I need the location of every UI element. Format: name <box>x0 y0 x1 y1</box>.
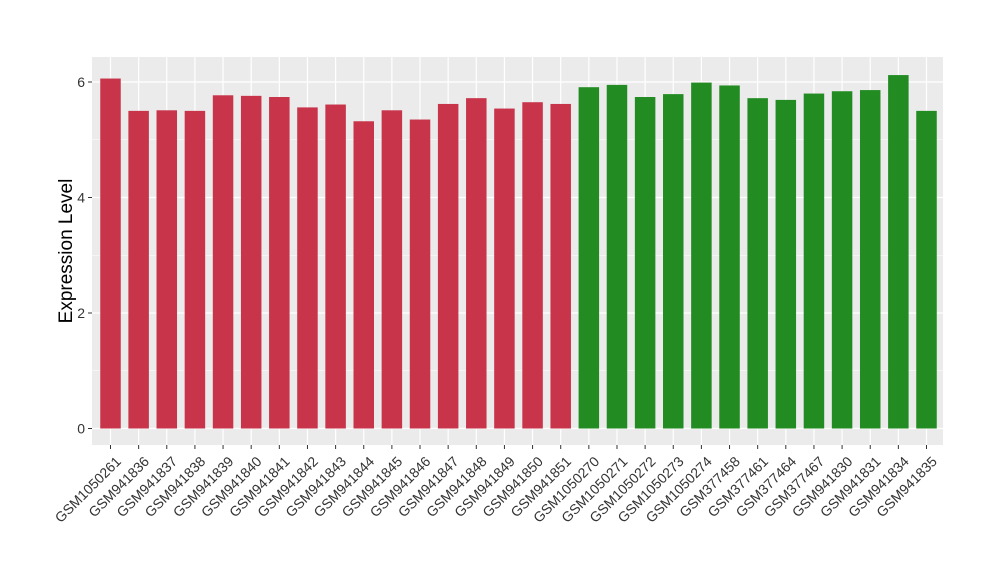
bar-GSM941847 <box>437 103 459 429</box>
bar-GSM1050274 <box>691 82 712 429</box>
bar-GSM377464 <box>775 99 797 429</box>
bar-GSM941848 <box>466 98 487 429</box>
y-tick-label: 6 <box>77 74 85 90</box>
bar-GSM377458 <box>719 85 740 429</box>
bar-GSM941837 <box>156 110 178 429</box>
bar-GSM941834 <box>888 75 909 429</box>
bar-GSM941843 <box>325 104 346 429</box>
bar-GSM941846 <box>409 119 431 429</box>
bar-GSM941830 <box>831 91 853 429</box>
bar-GSM377467 <box>803 93 825 429</box>
y-tick-label: 0 <box>77 421 85 437</box>
bar-GSM1050271 <box>606 84 628 429</box>
bar-GSM941838 <box>184 110 206 429</box>
bar-GSM1050272 <box>634 97 656 429</box>
y-axis: 0 2 4 6 <box>77 74 92 437</box>
y-tick-label: 4 <box>77 190 85 206</box>
bar-GSM377461 <box>747 98 768 429</box>
bar-GSM941835 <box>916 110 937 429</box>
bar-GSM1050270 <box>578 87 600 429</box>
bar-GSM941842 <box>297 107 318 429</box>
bars <box>100 75 937 429</box>
bar-GSM941844 <box>353 121 374 429</box>
bar-GSM1050261 <box>100 78 121 429</box>
plot-panel <box>92 57 943 445</box>
y-tick-label: 2 <box>77 305 85 321</box>
bar-GSM941831 <box>859 90 881 429</box>
y-axis-title: Expression Level <box>56 179 77 324</box>
x-axis: GSM1050261GSM941836GSM941837GSM941838GSM… <box>52 445 940 526</box>
bar-GSM941845 <box>381 110 403 429</box>
bar-GSM941841 <box>269 97 290 429</box>
bar-GSM941836 <box>128 110 149 429</box>
bar-GSM941839 <box>212 95 234 429</box>
bar-GSM1050273 <box>663 94 684 429</box>
bar-GSM941850 <box>522 102 543 429</box>
bar-GSM941849 <box>494 108 515 429</box>
bar-GSM941840 <box>240 95 262 429</box>
bar-GSM941851 <box>550 103 571 429</box>
